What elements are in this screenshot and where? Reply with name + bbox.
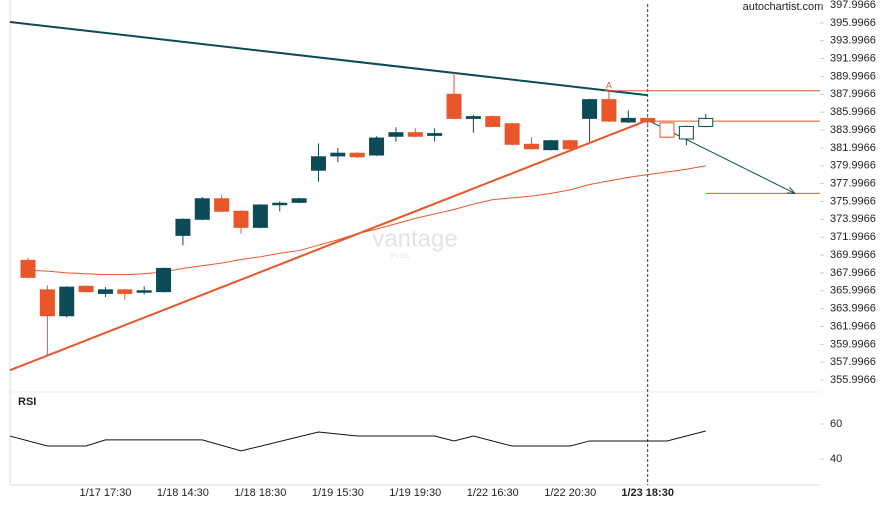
candle-body (601, 99, 617, 122)
candle-body (136, 290, 152, 293)
x-tick-label: 1/18 18:30 (234, 487, 286, 499)
moving-average (27, 165, 706, 276)
y-tick-label: 365.9966 (830, 285, 876, 297)
candle-body (582, 99, 598, 119)
y-tick-label: 395.9966 (830, 17, 876, 29)
y-tick-label: 369.9966 (830, 249, 876, 261)
candle-body (523, 143, 539, 150)
y-tick-label: 371.9966 (830, 231, 876, 243)
candle-body (446, 93, 462, 119)
x-tick-label: 1/23 18:30 (621, 487, 674, 499)
y-tick-label: 367.9966 (830, 267, 876, 279)
candle-body (156, 267, 172, 293)
candle-body (369, 137, 385, 156)
candle-body (698, 117, 714, 127)
candle-body (214, 198, 230, 212)
y-tick-label: 373.9966 (830, 213, 876, 225)
candle-body (465, 116, 481, 119)
x-tick-label: 1/19 19:30 (389, 487, 441, 499)
annotation: A (606, 81, 612, 91)
x-tick-label: 1/22 20:30 (544, 487, 596, 499)
rsi-tick-label: 60 (830, 418, 842, 430)
y-tick-label: 397.9966 (830, 0, 876, 11)
y-tick-label: 357.9966 (830, 356, 876, 368)
candle-body (59, 286, 75, 317)
candle-body (330, 152, 346, 157)
x-tick-label: 1/19 15:30 (312, 487, 364, 499)
watermark: vantage (372, 225, 457, 252)
candle-body (407, 132, 423, 137)
source: autochartist.com (743, 1, 824, 13)
candle-body (310, 156, 326, 171)
y-tick-label: 393.9966 (830, 35, 876, 47)
candle-body (640, 117, 656, 123)
rsi-title: RSI (18, 396, 36, 408)
trend-line (9, 119, 649, 372)
y-tick-label: 389.9966 (830, 70, 876, 82)
candle-body (504, 123, 520, 145)
rsi-tick-label: 40 (830, 453, 842, 465)
candle-body (194, 198, 210, 220)
candle-body (272, 202, 288, 206)
candle-body (427, 133, 443, 136)
y-tick-label: 391.9966 (830, 53, 876, 65)
candle-body (543, 140, 559, 151)
arrow-head (786, 187, 796, 194)
y-tick-label: 359.9966 (830, 338, 876, 350)
y-tick-label: 387.9966 (830, 88, 876, 100)
candle-body (233, 210, 249, 228)
candle-body (659, 122, 675, 138)
candle-body (20, 259, 36, 278)
y-tick-label: 363.9966 (830, 303, 876, 315)
rsi-line (9, 430, 706, 452)
y-tick-label: 355.9966 (830, 374, 876, 386)
candle-body (620, 117, 636, 123)
y-tick-label: 361.9966 (830, 320, 876, 332)
y-tick-label: 385.9966 (830, 106, 876, 118)
candle-body (97, 289, 113, 294)
y-tick-label: 377.9966 (830, 178, 876, 190)
candle-body (562, 140, 578, 150)
candle-body (39, 289, 55, 317)
x-tick-label: 1/18 14:30 (157, 487, 209, 499)
candle-body (175, 218, 191, 236)
candle-body (78, 285, 94, 293)
y-tick-label: 375.9966 (830, 195, 876, 207)
y-tick-label: 381.9966 (830, 142, 876, 154)
x-tick-label: 1/17 17:30 (79, 487, 131, 499)
candle-body (117, 289, 133, 294)
candle-body (349, 152, 365, 158)
candle-body (388, 132, 404, 137)
watermark-sub: PLUS (391, 253, 410, 260)
candle-body (252, 204, 268, 228)
y-tick-label: 383.9966 (830, 124, 876, 136)
candle-body (678, 125, 694, 140)
x-tick-label: 1/22 16:30 (467, 487, 519, 499)
candle-body (485, 116, 501, 127)
candle-body (291, 198, 307, 203)
trend-line (9, 20, 648, 97)
y-tick-label: 379.9966 (830, 160, 876, 172)
